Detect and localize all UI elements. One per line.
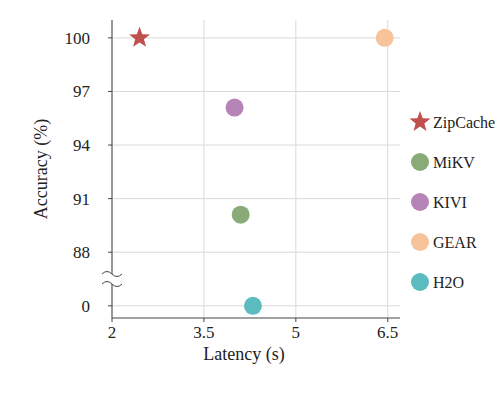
x-grid (295, 20, 296, 318)
y-tick (108, 252, 112, 253)
point (376, 29, 394, 47)
legend-marker (411, 153, 429, 171)
y-tick-label: 0 (82, 297, 91, 316)
x-tick (112, 318, 113, 322)
point (129, 27, 150, 47)
y-grid (112, 37, 400, 38)
y-tick-label: 97 (73, 82, 91, 101)
axis-break-gap (102, 274, 122, 284)
x-grid (203, 20, 204, 318)
y-grid (112, 252, 400, 253)
x-tick-label: 2 (108, 323, 117, 342)
y-grid (112, 198, 400, 199)
axis-break (102, 272, 122, 277)
x-tick-label: 3.5 (193, 323, 214, 342)
x-axis-label: Latency (s) (203, 344, 284, 365)
point (232, 206, 250, 224)
legend-label: GEAR (433, 234, 477, 251)
legend-label: ZipCache (433, 114, 495, 132)
y-grid (112, 91, 400, 92)
legend-label: KIVI (433, 194, 467, 211)
y-tick-label: 88 (73, 243, 90, 262)
point (226, 99, 244, 117)
y-grid (112, 145, 400, 146)
legend-label: MiKV (433, 154, 475, 171)
x-tick-label: 5 (292, 323, 301, 342)
y-tick-label: 91 (73, 190, 90, 209)
legend: ZipCache MiKV KIVI GEAR H2O (410, 111, 496, 291)
legend-marker (411, 273, 429, 291)
legend-marker (411, 233, 429, 251)
point (244, 297, 262, 315)
y-tick-label: 100 (65, 29, 91, 48)
y-tick (108, 198, 112, 199)
y-tick-label: 94 (73, 136, 91, 155)
y-tick (108, 37, 112, 38)
legend-label: H2O (433, 274, 464, 291)
y-axis-label: Accuracy (%) (31, 119, 52, 219)
y-tick (108, 91, 112, 92)
legend-marker (411, 193, 429, 211)
y-tick (108, 145, 112, 146)
x-axis (112, 318, 400, 319)
legend-marker (410, 111, 431, 131)
y-tick (108, 305, 112, 306)
x-tick (295, 318, 296, 322)
chart: 2 3.5 5 6.5 0 88 91 94 97 100 Latency (s) Accuracy … (0, 0, 500, 400)
plot-area (129, 27, 394, 315)
x-tick (387, 318, 388, 322)
x-grid (387, 20, 388, 318)
x-tick-label: 6.5 (377, 323, 398, 342)
x-tick (203, 318, 204, 322)
axis-break (102, 282, 122, 287)
